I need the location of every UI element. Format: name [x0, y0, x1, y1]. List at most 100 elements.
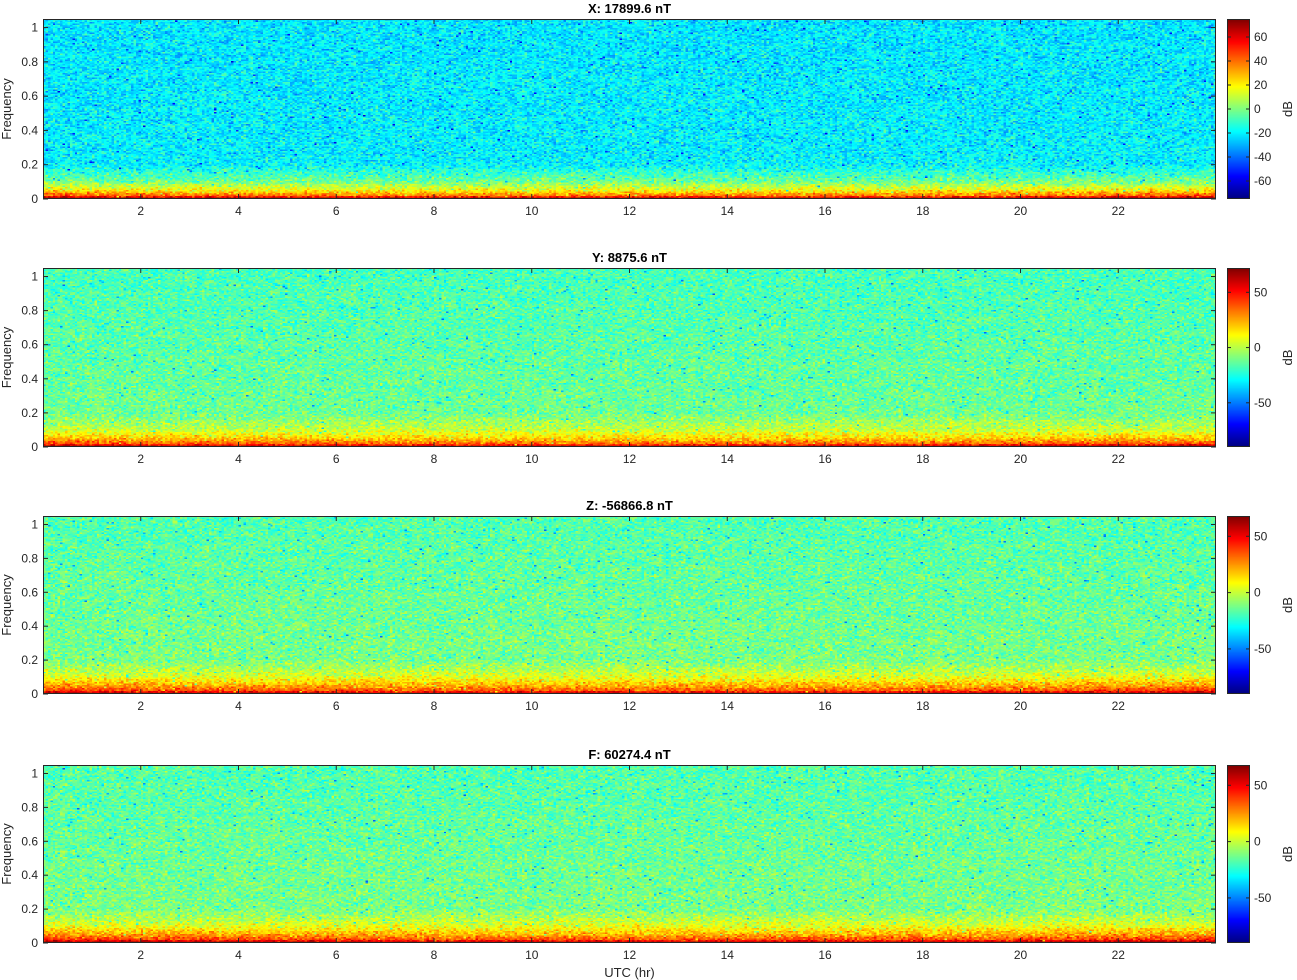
- spectrogram-panel-1: Y: 8875.6 nT2 4 6 8 10 12 14 16 18 20 2200.20.40.6…: [0, 250, 1295, 466]
- y-tick-label: 0: [31, 936, 38, 950]
- spectrogram-panel-2: Z: -56866.8 nT2 4 6 8 10 12 14 16 18 20 2200.20.40…: [0, 498, 1295, 713]
- x-tick-label: 22: [1112, 452, 1126, 466]
- y-axis-label: Frequency: [0, 823, 14, 885]
- y-tick-label: 0.4: [21, 123, 38, 137]
- spectrogram-panel-0: X: 17899.6 nT2 4 6 8 10 12 14 16 18 20 2200.20.40.…: [0, 1, 1295, 218]
- colorbar-gradient: [1227, 268, 1250, 447]
- colorbar-tick-label: -50: [1254, 891, 1272, 905]
- x-tick-label: 8: [431, 204, 438, 218]
- x-tick-label: 20: [1014, 204, 1028, 218]
- y-tick-label: 0.2: [21, 158, 38, 172]
- colorbar-tick-label: -20: [1254, 126, 1272, 140]
- y-tick-label: 1: [31, 766, 38, 780]
- colorbar-gradient: [1227, 765, 1250, 943]
- colorbar-label: dB: [1280, 101, 1295, 117]
- spectrogram-panel-3: F: 60274.4 nT2 4 6 8 10 12 14 16 18 20 2200.20.40.…: [0, 747, 1295, 980]
- colorbar-gradient: [1227, 516, 1250, 694]
- spectrogram-heatmap: [43, 765, 1216, 943]
- y-tick-label: 0.8: [21, 800, 38, 814]
- x-tick-label: 4: [235, 204, 242, 218]
- colorbar: -60 -40 -20 0 20 40 60 dB: [1227, 19, 1295, 199]
- x-tick-label: 6: [333, 699, 340, 713]
- x-tick-label: 18: [916, 204, 930, 218]
- colorbar-tick-label: -50: [1254, 642, 1272, 656]
- y-tick-label: 0: [31, 192, 38, 206]
- colorbar-tick-label: 20: [1254, 78, 1268, 92]
- spectrogram-heatmap: [43, 516, 1216, 694]
- y-tick-label: 0.6: [21, 338, 38, 352]
- y-tick-label: 0.4: [21, 868, 38, 882]
- panel-title: X: 17899.6 nT: [588, 1, 671, 16]
- colorbar-tick-label: 0: [1254, 835, 1261, 849]
- x-tick-label: 8: [431, 699, 438, 713]
- x-tick-label: 4: [235, 452, 242, 466]
- y-tick-label: 0: [31, 687, 38, 701]
- y-tick-label: 0.4: [21, 619, 38, 633]
- x-tick-label: 4: [235, 699, 242, 713]
- x-tick-label: 14: [721, 452, 735, 466]
- x-tick-label: 22: [1112, 204, 1126, 218]
- y-tick-label: 1: [31, 270, 38, 284]
- colorbar-tick-label: -60: [1254, 174, 1272, 188]
- x-tick-label: 10: [525, 948, 539, 962]
- y-tick-label: 0.6: [21, 89, 38, 103]
- colorbar-tick-label: 50: [1254, 778, 1268, 792]
- colorbar-box: [1227, 516, 1250, 694]
- colorbar-tick-label: 50: [1254, 285, 1268, 299]
- y-tick-label: 0.2: [21, 902, 38, 916]
- spectrogram-heatmap: [43, 19, 1216, 199]
- x-tick-label: 22: [1112, 948, 1126, 962]
- colorbar-box: [1227, 268, 1250, 447]
- x-tick-label: 16: [818, 452, 832, 466]
- x-tick-label: 10: [525, 699, 539, 713]
- x-tick-label: 6: [333, 204, 340, 218]
- y-tick-label: 0.6: [21, 585, 38, 599]
- x-tick-label: 18: [916, 948, 930, 962]
- x-tick-label: 12: [623, 948, 637, 962]
- colorbar: -50 0 50 dB: [1227, 268, 1295, 447]
- colorbar: -50 0 50 dB: [1227, 765, 1295, 943]
- colorbar-tick-label: 50: [1254, 529, 1268, 543]
- panel-title: Y: 8875.6 nT: [592, 250, 667, 265]
- x-tick-label: 10: [525, 204, 539, 218]
- x-tick-label: 6: [333, 948, 340, 962]
- colorbar-tick-label: 0: [1254, 102, 1261, 116]
- colorbar-tick-label: 40: [1254, 54, 1268, 68]
- colorbar-tick-label: 60: [1254, 30, 1268, 44]
- y-tick-label: 0.8: [21, 55, 38, 69]
- y-tick-label: 1: [31, 517, 38, 531]
- x-axis-label: UTC (hr): [604, 965, 655, 980]
- y-tick-label: 0.2: [21, 653, 38, 667]
- spectrogram-heatmap: [43, 268, 1216, 447]
- y-axis-label: Frequency: [0, 326, 14, 388]
- colorbar-label: dB: [1280, 597, 1295, 613]
- x-tick-label: 20: [1014, 699, 1028, 713]
- y-axis-label: Frequency: [0, 574, 14, 636]
- x-tick-label: 4: [235, 948, 242, 962]
- y-tick-label: 0.4: [21, 372, 38, 386]
- colorbar-tick-label: -40: [1254, 150, 1272, 164]
- y-tick-label: 0: [31, 440, 38, 454]
- y-tick-label: 0.6: [21, 834, 38, 848]
- x-tick-label: 6: [333, 452, 340, 466]
- colorbar-tick-label: 0: [1254, 586, 1261, 600]
- x-tick-label: 14: [721, 948, 735, 962]
- y-tick-label: 0.8: [21, 304, 38, 318]
- colorbar-label: dB: [1280, 846, 1295, 862]
- x-tick-label: 12: [623, 204, 637, 218]
- y-tick-label: 0.8: [21, 551, 38, 565]
- x-tick-label: 20: [1014, 452, 1028, 466]
- x-tick-label: 12: [623, 699, 637, 713]
- x-tick-label: 2: [137, 204, 144, 218]
- colorbar-gradient: [1227, 19, 1250, 199]
- colorbar: -50 0 50 dB: [1227, 516, 1295, 694]
- colorbar-label: dB: [1280, 350, 1295, 366]
- colorbar-tick-label: -50: [1254, 396, 1272, 410]
- colorbar-tick-label: 0: [1254, 341, 1261, 355]
- x-tick-label: 2: [137, 699, 144, 713]
- y-axis-label: Frequency: [0, 78, 14, 140]
- x-tick-label: 12: [623, 452, 637, 466]
- x-tick-label: 10: [525, 452, 539, 466]
- y-tick-label: 1: [31, 21, 38, 35]
